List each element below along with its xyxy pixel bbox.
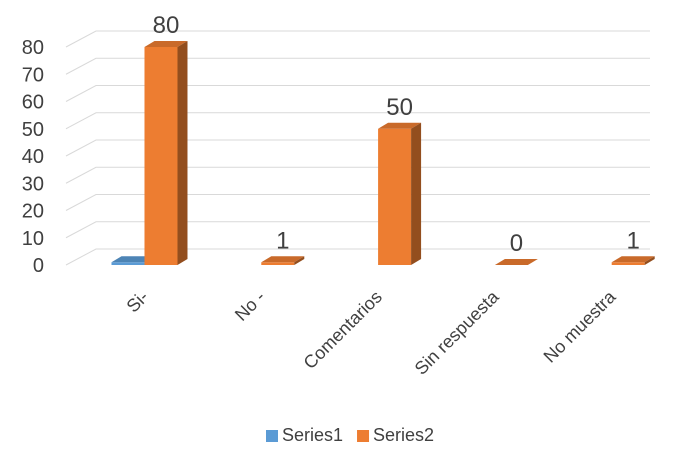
bar-top <box>261 256 305 263</box>
category-label: Sin respuesta <box>411 286 504 379</box>
bar <box>494 259 538 265</box>
bar <box>611 256 655 265</box>
y-tick-label: 20 <box>22 201 44 223</box>
data-label: 80 <box>153 12 180 39</box>
bar-top <box>111 256 155 263</box>
legend-swatch <box>266 430 278 442</box>
category-label: No muestra <box>540 286 621 367</box>
data-labels: 80 1 50 0 1 <box>153 12 640 257</box>
bar <box>378 122 422 265</box>
bar-front <box>144 47 178 265</box>
y-tick-label: 50 <box>22 119 44 141</box>
category-label: Comentarios <box>300 287 386 373</box>
y-tick-label: 80 <box>22 37 44 59</box>
legend-label: Series2 <box>373 425 434 445</box>
category-label: No - <box>231 287 269 325</box>
data-label: 1 <box>627 227 640 254</box>
bar-top <box>144 41 188 47</box>
legend[interactable]: Series1 Series2 <box>266 425 434 445</box>
bar <box>261 256 305 265</box>
bar-top <box>611 256 655 263</box>
gridline <box>65 248 650 266</box>
y-tick-label: 10 <box>22 228 44 250</box>
gridlines <box>65 30 650 266</box>
gridline <box>65 166 650 184</box>
legend-label: Series1 <box>282 425 343 445</box>
category-label: Si- <box>123 287 153 317</box>
y-axis-ticks: 0 10 20 30 40 50 60 70 80 <box>22 37 44 277</box>
y-tick-label: 70 <box>22 64 44 86</box>
y-tick-label: 60 <box>22 92 44 114</box>
bar-side <box>177 41 188 265</box>
gridline <box>65 139 650 157</box>
y-tick-label: 0 <box>33 255 44 277</box>
gridline <box>65 194 650 211</box>
bar <box>144 41 188 265</box>
bar-front <box>611 262 645 265</box>
gridline <box>65 30 650 48</box>
data-label: 1 <box>276 227 289 254</box>
bar-front <box>261 262 295 265</box>
bar-front <box>378 128 412 265</box>
y-tick-label: 40 <box>22 146 44 168</box>
legend-item[interactable]: Series1 <box>266 425 343 445</box>
gridline <box>65 85 650 102</box>
category-labels: Si- No - Comentarios Sin respuesta No muestr… <box>123 286 621 379</box>
gridline <box>65 221 650 239</box>
gridline <box>65 57 650 75</box>
bar-side <box>411 122 422 265</box>
bar-top <box>494 259 538 265</box>
legend-item[interactable]: Series2 <box>357 425 434 445</box>
bars <box>111 41 655 265</box>
gridline <box>65 112 650 130</box>
y-tick-label: 30 <box>22 173 44 195</box>
bar-side <box>294 256 305 265</box>
data-label: 0 <box>510 230 523 257</box>
bar-front <box>111 262 145 265</box>
legend-swatch <box>357 430 370 442</box>
bar-top <box>378 122 422 129</box>
bar-side <box>644 256 655 265</box>
data-label: 50 <box>386 94 413 121</box>
